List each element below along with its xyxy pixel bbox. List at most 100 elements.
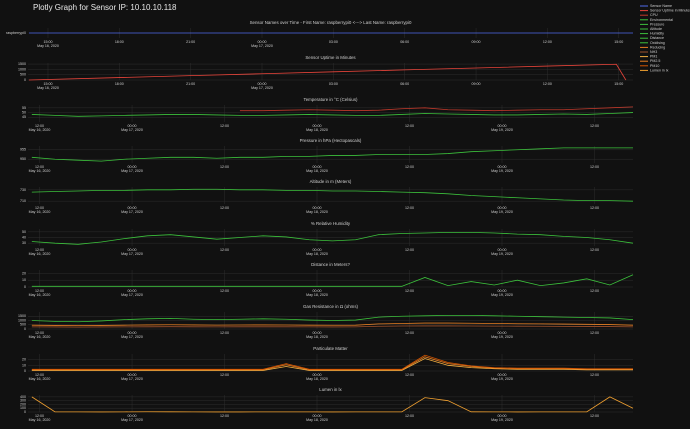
- series-line: [31, 356, 633, 371]
- y-tick-label: 200: [20, 402, 26, 406]
- subplot-title: Distance in Meters?: [311, 262, 350, 267]
- x-tick-date: May 16, 2020: [29, 335, 51, 339]
- x-tick-label: 12:00: [220, 124, 229, 128]
- subplot-title: % Relative Humidity: [311, 221, 351, 226]
- y-tick-label: 30: [22, 241, 26, 245]
- x-tick-label: 12:00: [35, 248, 44, 252]
- x-tick-label: 00:00: [128, 331, 137, 335]
- x-tick-label: 00:00: [497, 373, 506, 377]
- x-tick-label: 12:00: [590, 206, 599, 210]
- x-tick-label: 15:00: [614, 40, 623, 44]
- x-tick-label: 15:00: [614, 82, 623, 86]
- y-tick-label: 300: [20, 399, 26, 403]
- x-tick-label: 06:00: [400, 40, 409, 44]
- series-line: [28, 63, 627, 81]
- x-tick-date: May 18, 2020: [306, 252, 328, 256]
- x-tick-date: May 17, 2020: [121, 210, 143, 214]
- x-tick-date: May 17, 2020: [121, 418, 143, 422]
- x-tick-label: 12:00: [405, 373, 414, 377]
- x-tick-label: 12:00: [220, 165, 229, 169]
- y-tick-label: 400: [20, 395, 26, 399]
- series-line: [31, 358, 633, 371]
- x-tick-label: 00:00: [497, 248, 506, 252]
- y-tick-label: 20: [22, 358, 26, 362]
- x-tick-date: May 17, 2020: [251, 44, 273, 48]
- legend-label: Lumen in lx: [650, 68, 669, 72]
- x-tick-date: May 16, 2020: [29, 293, 51, 297]
- x-tick-date: May 19, 2020: [491, 128, 513, 132]
- x-tick-label: 12:00: [405, 124, 414, 128]
- x-tick-date: May 19, 2020: [491, 210, 513, 214]
- legend-label: Sensor Name: [650, 4, 672, 8]
- x-tick-date: May 19, 2020: [491, 377, 513, 381]
- y-tick-label: 10: [22, 278, 26, 282]
- y-tick-label: 950: [20, 157, 26, 161]
- x-tick-label: 18:00: [115, 40, 124, 44]
- x-tick-label: 00:00: [128, 206, 137, 210]
- x-tick-label: 00:00: [128, 248, 137, 252]
- series-line: [31, 112, 634, 117]
- x-tick-date: May 18, 2020: [306, 128, 328, 132]
- x-tick-date: May 18, 2020: [306, 293, 328, 297]
- x-tick-date: May 17, 2020: [121, 293, 143, 297]
- series-line: [31, 147, 633, 162]
- y-tick-label: 0: [24, 369, 26, 373]
- legend-label: Pressure: [650, 22, 664, 26]
- x-tick-label: 12:00: [220, 289, 229, 293]
- legend-label: NH3: [650, 50, 657, 54]
- x-tick-label: 12:00: [220, 373, 229, 377]
- x-tick-label: 00:00: [497, 124, 506, 128]
- x-tick-label: 03:00: [329, 82, 338, 86]
- x-tick-label: 00:00: [497, 206, 506, 210]
- y-tick-label: 0: [24, 410, 26, 414]
- x-tick-date: May 17, 2020: [121, 128, 143, 132]
- x-tick-date: May 17, 2020: [121, 335, 143, 339]
- subplot-title: Lumen in lx: [319, 387, 342, 392]
- series-line: [31, 325, 634, 328]
- y-tick-label: 1500: [18, 314, 26, 318]
- x-tick-date: May 16, 2020: [37, 86, 59, 90]
- x-tick-label: 00:00: [258, 40, 267, 44]
- subplot-title: Sensor Names over Time - First Name: ras…: [250, 20, 412, 25]
- subplot-title: Sensor Uptime in Minutes: [305, 55, 356, 60]
- x-tick-label: 15:00: [43, 40, 52, 44]
- x-tick-date: May 16, 2020: [29, 210, 51, 214]
- y-tick-label: 45: [22, 115, 26, 119]
- x-tick-label: 09:00: [472, 82, 481, 86]
- x-tick-label: 00:00: [313, 248, 322, 252]
- x-tick-label: 00:00: [313, 165, 322, 169]
- y-tick-label: 50: [22, 230, 26, 234]
- x-tick-label: 00:00: [497, 331, 506, 335]
- x-tick-label: 00:00: [128, 124, 137, 128]
- x-tick-date: May 18, 2020: [306, 418, 328, 422]
- series-line: [31, 396, 634, 413]
- x-tick-label: 00:00: [497, 414, 506, 418]
- x-tick-date: May 19, 2020: [491, 293, 513, 297]
- x-tick-label: 09:00: [472, 40, 481, 44]
- x-tick-date: May 18, 2020: [306, 169, 328, 173]
- x-tick-label: 00:00: [313, 124, 322, 128]
- y-tick-label: 0: [24, 78, 26, 82]
- y-tick-label: 20: [22, 271, 26, 275]
- legend-label: Distance: [650, 36, 664, 40]
- x-tick-label: 12:00: [405, 248, 414, 252]
- x-tick-label: 00:00: [128, 373, 137, 377]
- x-tick-date: May 17, 2020: [121, 252, 143, 256]
- x-tick-date: May 16, 2020: [29, 169, 51, 173]
- x-tick-label: 12:00: [590, 165, 599, 169]
- legend-label: PM10: [650, 64, 659, 68]
- x-tick-label: 21:00: [186, 82, 195, 86]
- y-tick-label: 1000: [18, 67, 26, 71]
- x-tick-label: 12:00: [405, 331, 414, 335]
- x-tick-label: 12:00: [590, 414, 599, 418]
- x-tick-date: May 18, 2020: [306, 210, 328, 214]
- legend-label: Sensor Uptime in Minutes: [650, 9, 690, 13]
- series-line: [239, 106, 634, 112]
- x-tick-label: 00:00: [313, 289, 322, 293]
- y-tick-label: 955: [20, 148, 26, 152]
- x-tick-label: 12:00: [590, 331, 599, 335]
- x-tick-label: 00:00: [313, 206, 322, 210]
- legend-label: Humidity: [650, 32, 664, 36]
- x-tick-date: May 17, 2020: [121, 169, 143, 173]
